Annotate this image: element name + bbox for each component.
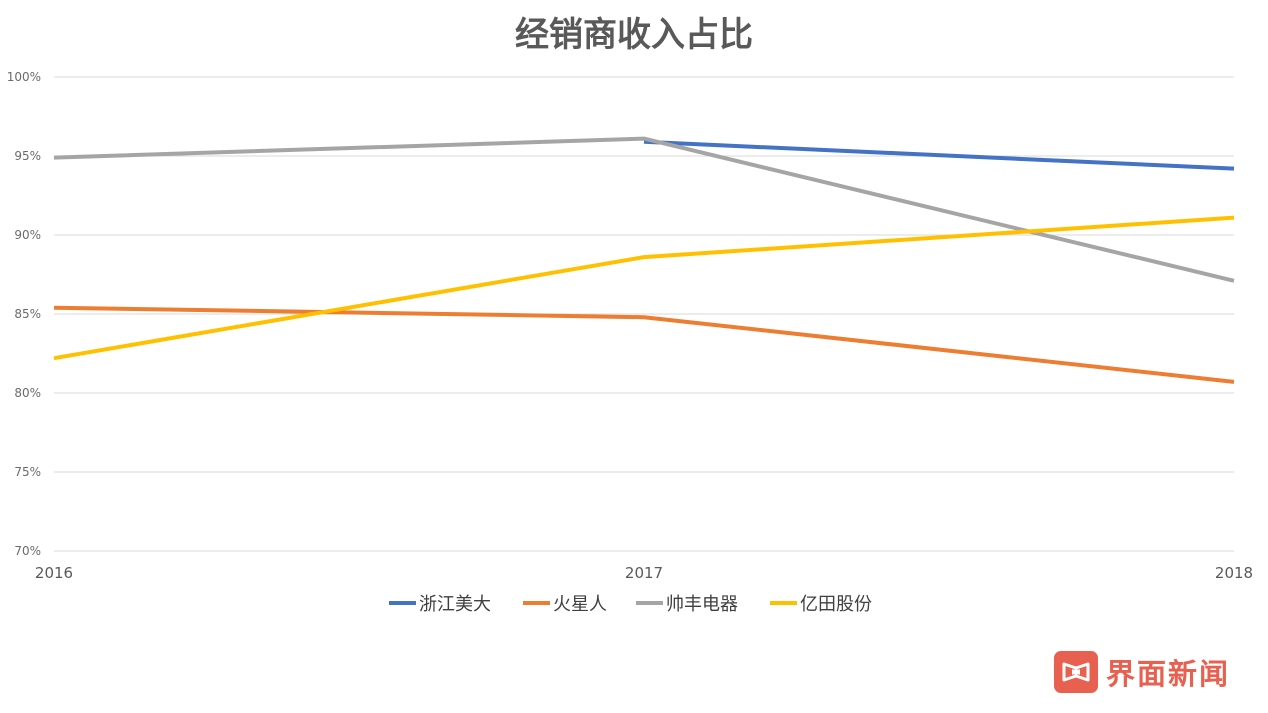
series-lines — [53, 136, 1235, 384]
legend-label: 火星人 — [553, 594, 607, 615]
legend-label: 浙江美大 — [419, 594, 491, 615]
x-tick-label: 2018 — [1215, 564, 1253, 582]
y-tick-label: 70% — [14, 544, 41, 558]
x-tick-label: 2016 — [35, 564, 73, 582]
watermark-text: 界面新闻 — [1106, 657, 1231, 691]
y-tick-label: 85% — [14, 307, 41, 321]
series-line-1 — [643, 139, 1235, 171]
gridlines — [54, 76, 1234, 552]
legend-label: 帅丰电器 — [666, 594, 738, 615]
series-line-2 — [53, 305, 1235, 384]
y-tick-label: 80% — [14, 386, 41, 400]
watermark-logo: 界面新闻 — [1054, 650, 1230, 694]
y-tick-label: 100% — [7, 70, 41, 84]
series-line-3 — [53, 136, 1235, 283]
legend-label: 亿田股份 — [800, 594, 872, 615]
chart-title: 经销商收入占比 — [515, 15, 753, 55]
series-line-4 — [53, 215, 1235, 361]
logo-badge-icon — [1054, 651, 1098, 693]
x-axis-ticks: 2016 2017 2018 — [35, 564, 1253, 582]
y-tick-label: 95% — [14, 149, 41, 163]
legend: 浙江美大 火星人 帅丰电器 亿田股份 — [389, 594, 872, 615]
x-tick-label: 2017 — [625, 564, 663, 582]
y-tick-label: 75% — [14, 465, 41, 479]
y-axis-ticks: 70% 75% 80% 85% 90% 95% 100% — [7, 70, 41, 558]
y-tick-label: 90% — [14, 228, 41, 242]
